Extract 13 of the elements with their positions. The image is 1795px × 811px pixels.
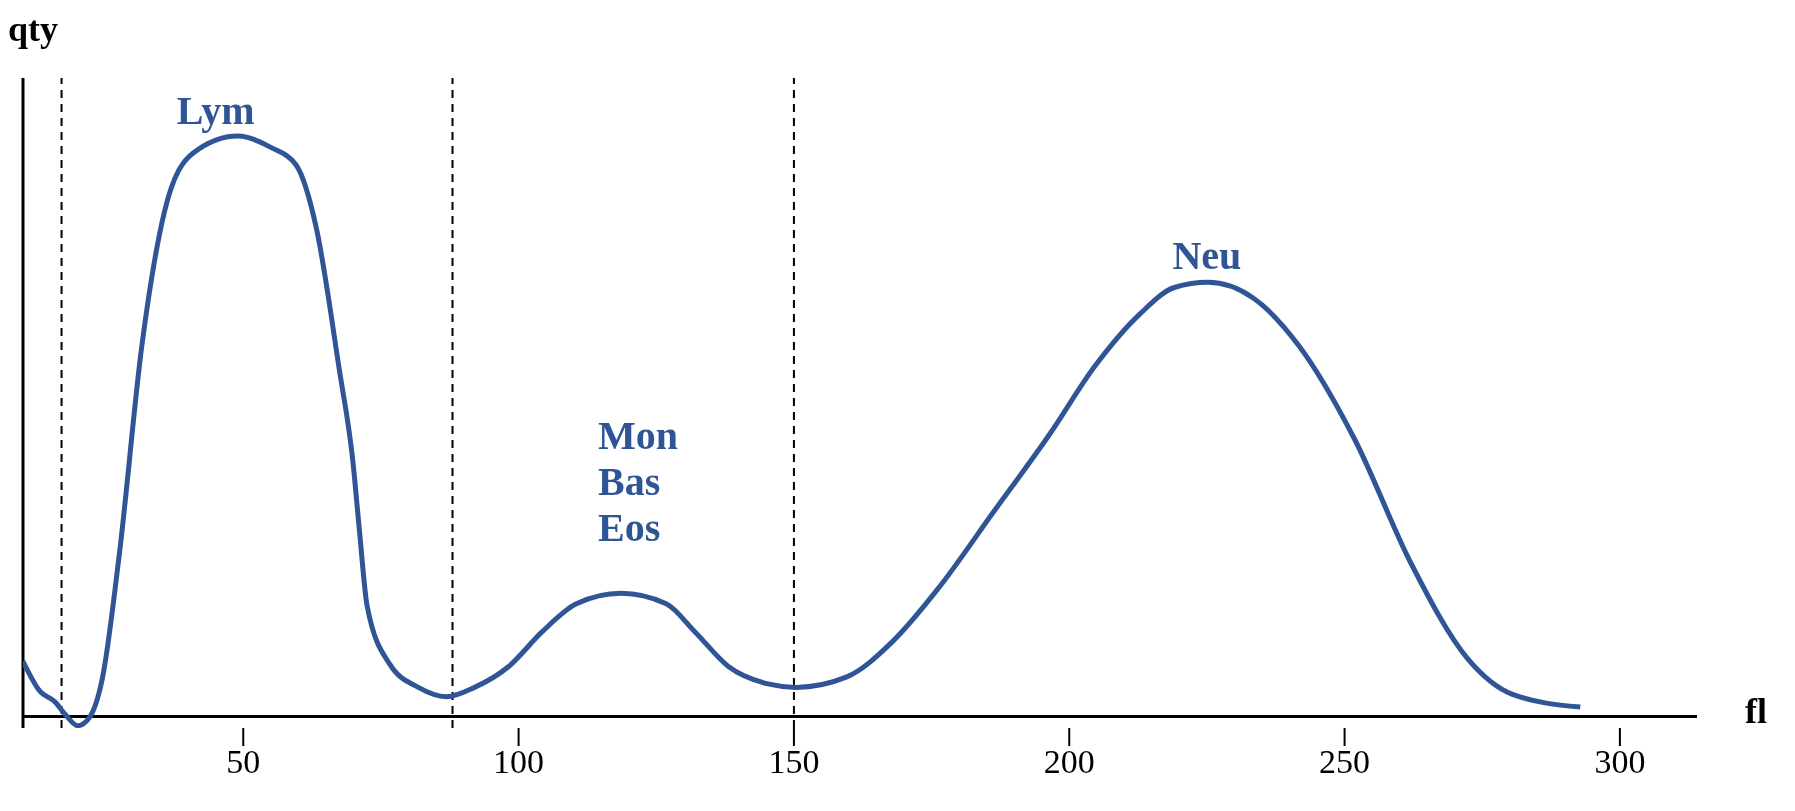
x-axis-title: fl	[1745, 690, 1767, 733]
annotation: Lym	[176, 88, 255, 134]
x-tick-label: 200	[1043, 743, 1095, 780]
y-axis-title: qty	[8, 8, 59, 50]
annotation: Eos	[598, 505, 662, 551]
annotation: Mon	[598, 413, 678, 459]
x-tick-label: 250	[1319, 743, 1371, 780]
annotation: Bas	[598, 459, 662, 505]
x-tick-label: 50	[226, 743, 261, 780]
annotation: Neu	[1172, 233, 1242, 279]
x-tick-label: 150	[768, 743, 820, 780]
x-tick-label: 300	[1594, 743, 1646, 780]
x-tick-label: 100	[493, 743, 545, 780]
